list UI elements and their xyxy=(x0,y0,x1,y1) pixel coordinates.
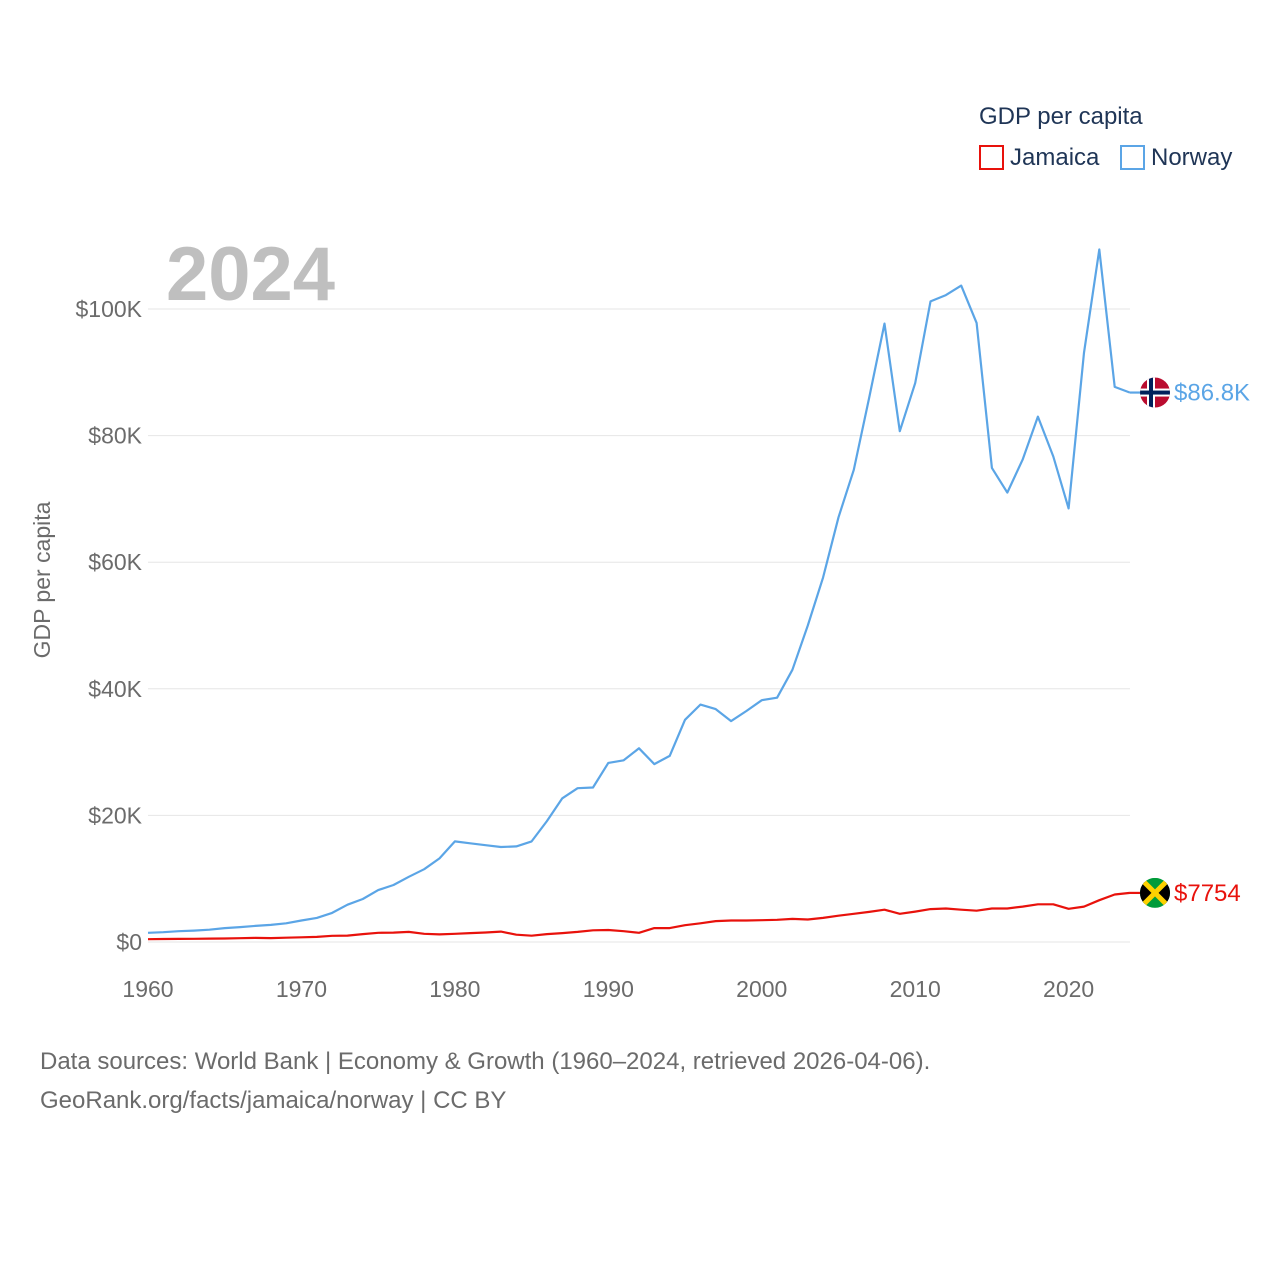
series-line-norway[interactable] xyxy=(147,248,1131,934)
x-tick-label: 2010 xyxy=(890,976,941,1002)
legend-label-jamaica[interactable]: Jamaica xyxy=(1010,144,1100,171)
x-tick-label: 2020 xyxy=(1043,976,1094,1002)
gridlines xyxy=(148,308,1130,943)
y-tick-label: $20K xyxy=(88,802,142,828)
y-tick-label: $0 xyxy=(116,929,142,955)
legend-title: GDP per capita xyxy=(979,103,1143,130)
series-line-jamaica[interactable] xyxy=(147,891,1131,941)
y-tick-label: $100K xyxy=(75,296,142,322)
x-tick-label: 2000 xyxy=(736,976,787,1002)
y-axis-title: GDP per capita xyxy=(29,501,55,658)
jamaica-flag-icon xyxy=(1140,877,1170,908)
series xyxy=(147,248,1140,941)
legend-label-norway[interactable]: Norway xyxy=(1151,144,1232,171)
x-tick-label: 1960 xyxy=(122,976,173,1002)
sources-line-2[interactable]: GeoRank.org/facts/jamaica/norway | CC BY xyxy=(40,1087,506,1114)
legend-swatch-jamaica[interactable] xyxy=(979,145,1004,170)
y-axis-ticks: $0 $20K $40K $60K $80K $100K xyxy=(75,296,142,955)
end-label-norway: $86.8K xyxy=(1174,380,1250,407)
legend-swatch-norway[interactable] xyxy=(1120,145,1145,170)
x-axis-ticks: 1960 1970 1980 1990 2000 2010 2020 xyxy=(122,976,1094,1002)
end-labels: $7754 $86.8K xyxy=(1174,380,1250,907)
year-label: 2024 xyxy=(166,232,335,317)
x-tick-label: 1990 xyxy=(583,976,634,1002)
x-tick-label: 1970 xyxy=(276,976,327,1002)
sources-line-1: Data sources: World Bank | Economy & Gro… xyxy=(40,1048,930,1075)
x-tick-label: 1980 xyxy=(429,976,480,1002)
y-tick-label: $80K xyxy=(88,423,142,449)
legend: GDP per capita Jamaica Norway xyxy=(979,103,1232,171)
y-tick-label: $40K xyxy=(88,676,142,702)
y-tick-label: $60K xyxy=(88,549,142,575)
end-label-jamaica: $7754 xyxy=(1174,880,1241,907)
norway-flag-icon xyxy=(1140,377,1170,408)
